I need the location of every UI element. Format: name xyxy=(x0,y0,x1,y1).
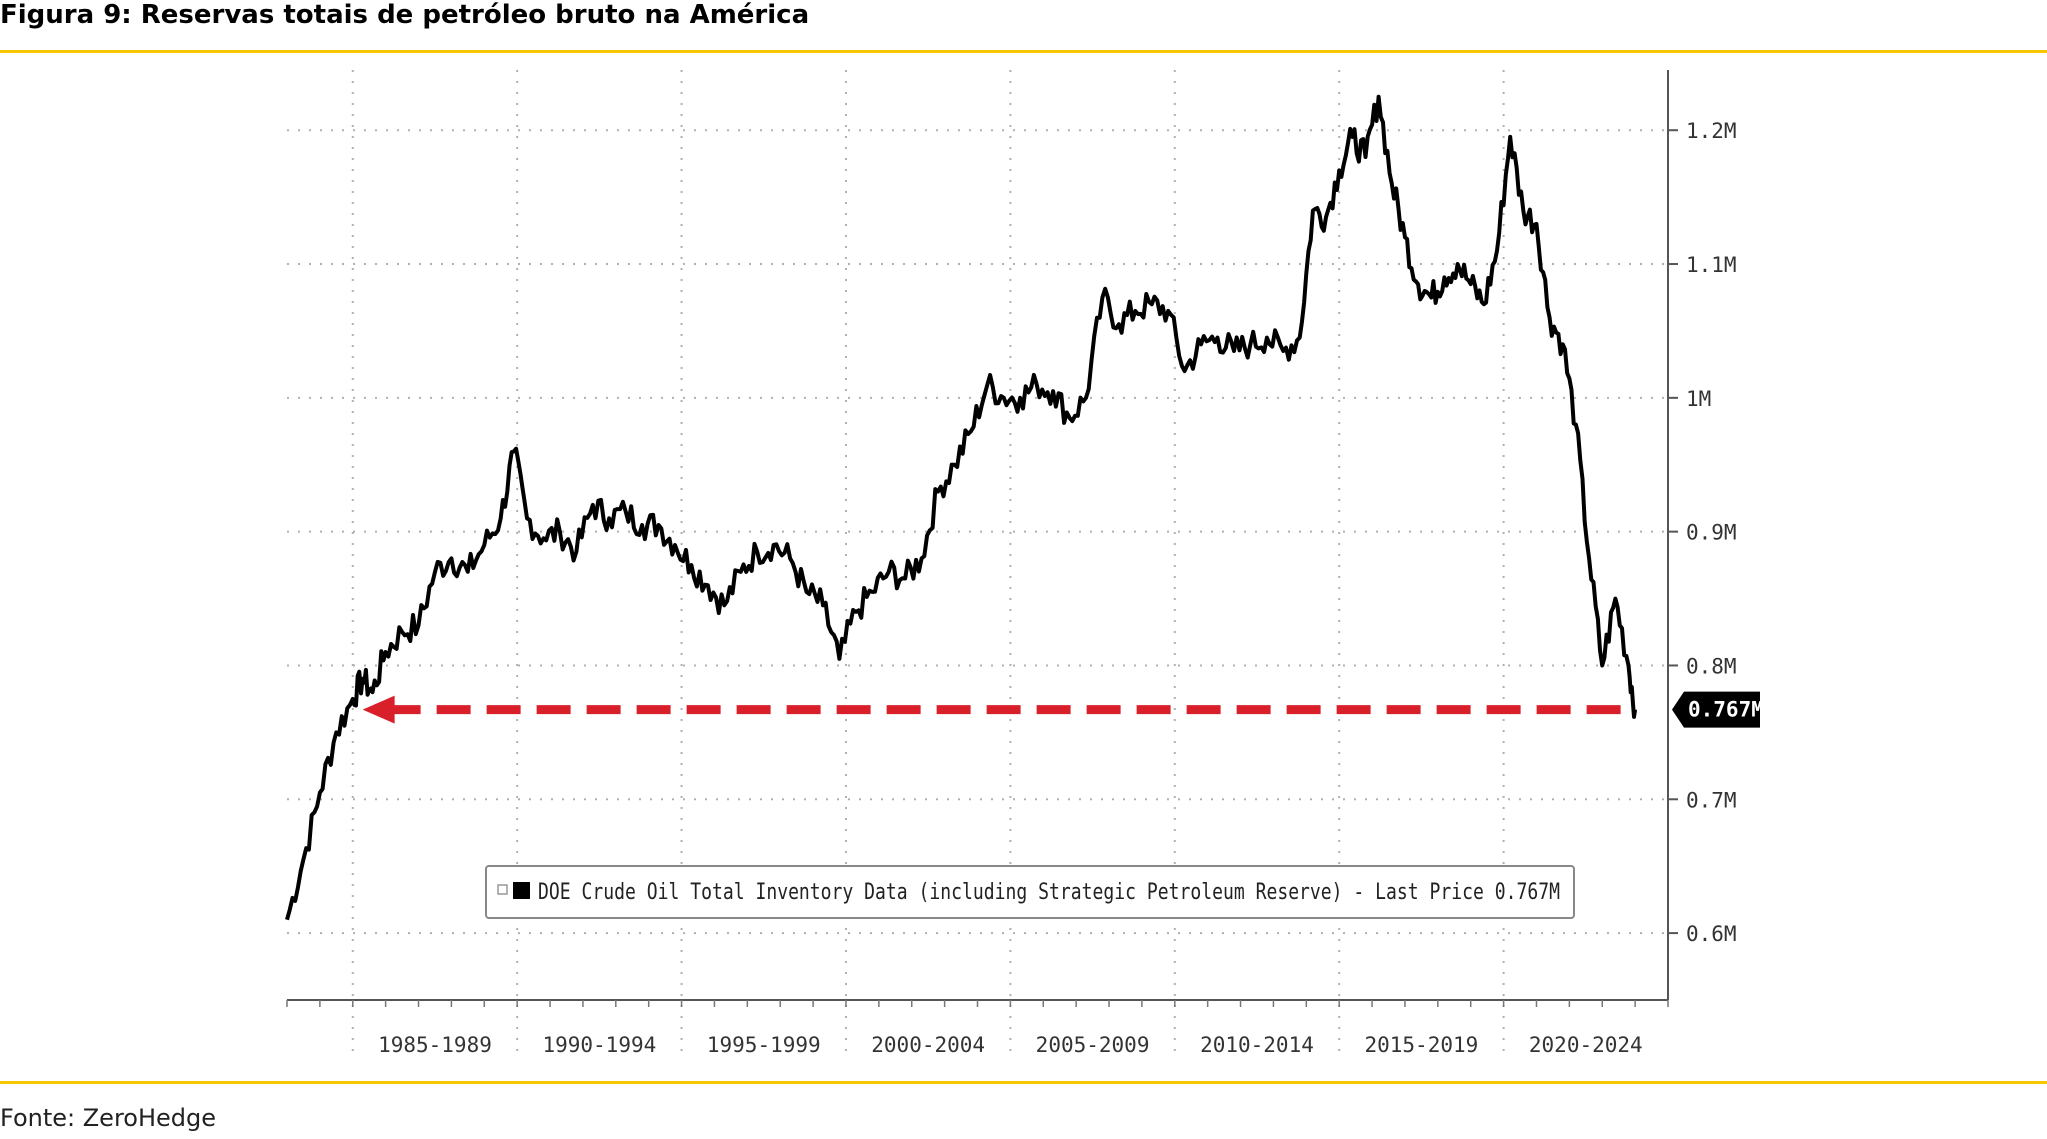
x-tick-label: 2000-2004 xyxy=(871,1033,985,1057)
bottom-divider xyxy=(0,1081,2047,1084)
x-tick-label: 2015-2019 xyxy=(1364,1033,1478,1057)
last-value-label: 0.767M xyxy=(1688,698,1764,722)
top-divider xyxy=(0,50,2047,53)
legend-entry: DOE Crude Oil Total Inventory Data (incl… xyxy=(538,880,1560,905)
x-tick-label: 1990-1994 xyxy=(542,1033,656,1057)
x-tick-label: 2010-2014 xyxy=(1200,1033,1314,1057)
y-tick-label: 1.2M xyxy=(1686,119,1737,143)
legend-box xyxy=(485,865,1575,919)
legend-swatch xyxy=(513,882,530,899)
x-tick-label: 1985-1989 xyxy=(378,1033,492,1057)
legend: DOE Crude Oil Total Inventory Data (incl… xyxy=(485,865,1575,919)
source-note: Fonte: ZeroHedge xyxy=(0,1104,217,1132)
y-tick-label: 0.7M xyxy=(1686,788,1737,812)
reference-arrowhead xyxy=(362,695,395,724)
legend-toggle-icon xyxy=(497,884,508,895)
series-layer xyxy=(285,94,1638,921)
y-tick-label: 0.9M xyxy=(1686,521,1737,545)
x-tick-label: 1995-1999 xyxy=(707,1033,821,1057)
y-tick-label: 1M xyxy=(1686,387,1711,411)
y-tick-label: 0.8M xyxy=(1686,654,1737,678)
y-tick-label: 1.1M xyxy=(1686,253,1737,277)
y-tick-label: 0.6M xyxy=(1686,922,1737,946)
last-value-tag xyxy=(1672,691,1760,728)
annotations: 0.767M xyxy=(362,691,1764,728)
series-line xyxy=(285,94,1638,921)
x-tick-label: 2020-2024 xyxy=(1529,1033,1643,1057)
x-tick-label: 2005-2009 xyxy=(1036,1033,1150,1057)
figure-title: Figura 9: Reservas totais de petróleo br… xyxy=(0,0,810,30)
axes: 0.6M 0.7M 0.8M 0.9M 1M 1.1M 1.2M 1985-1989 1990-… xyxy=(286,70,1737,1057)
